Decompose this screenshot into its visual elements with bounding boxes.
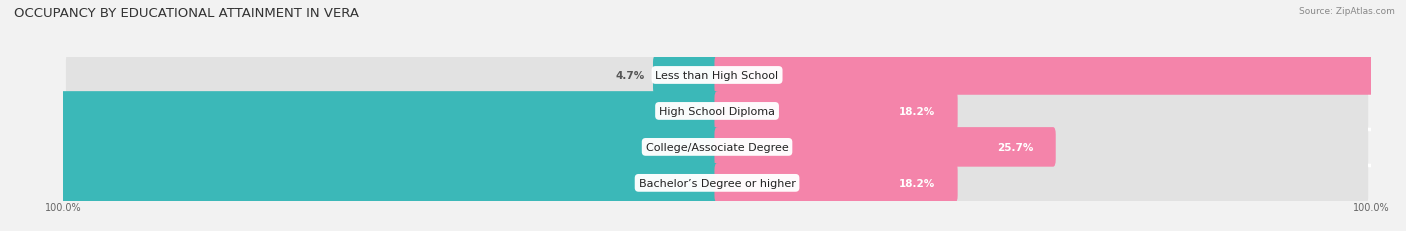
Text: College/Associate Degree: College/Associate Degree: [645, 142, 789, 152]
FancyBboxPatch shape: [0, 128, 720, 167]
FancyBboxPatch shape: [66, 88, 1368, 135]
Text: Bachelor’s Degree or higher: Bachelor’s Degree or higher: [638, 178, 796, 188]
FancyBboxPatch shape: [714, 128, 1056, 167]
FancyBboxPatch shape: [652, 56, 720, 95]
FancyBboxPatch shape: [66, 52, 1368, 99]
FancyBboxPatch shape: [66, 159, 1368, 207]
FancyBboxPatch shape: [714, 92, 957, 131]
Text: Less than High School: Less than High School: [655, 71, 779, 81]
FancyBboxPatch shape: [0, 92, 720, 131]
FancyBboxPatch shape: [714, 56, 1406, 95]
Text: 18.2%: 18.2%: [900, 106, 935, 116]
Text: High School Diploma: High School Diploma: [659, 106, 775, 116]
FancyBboxPatch shape: [66, 124, 1368, 171]
Text: 25.7%: 25.7%: [997, 142, 1033, 152]
Text: 18.2%: 18.2%: [900, 178, 935, 188]
Text: OCCUPANCY BY EDUCATIONAL ATTAINMENT IN VERA: OCCUPANCY BY EDUCATIONAL ATTAINMENT IN V…: [14, 7, 359, 20]
FancyBboxPatch shape: [0, 163, 720, 203]
Text: 4.7%: 4.7%: [616, 71, 645, 81]
FancyBboxPatch shape: [714, 163, 957, 203]
Text: Source: ZipAtlas.com: Source: ZipAtlas.com: [1299, 7, 1395, 16]
